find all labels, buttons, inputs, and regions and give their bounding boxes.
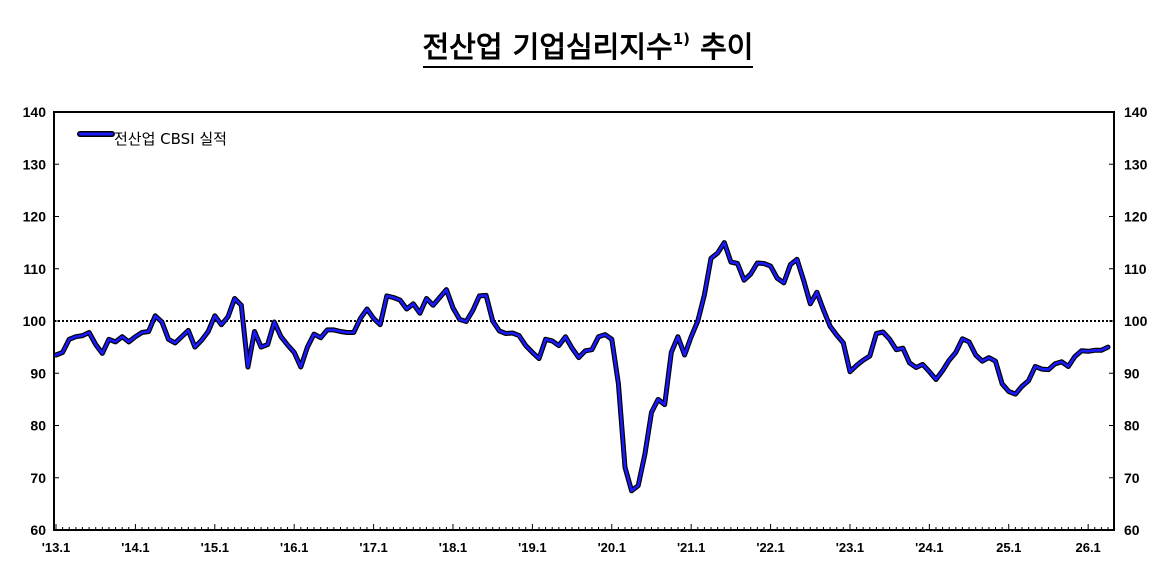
y-tick-label-left: 90 bbox=[30, 365, 46, 381]
y-tick-label-left: 140 bbox=[23, 104, 47, 120]
x-tick-label: '23.1 bbox=[836, 540, 864, 555]
chart-title: 전산업 기업심리지수1) 추이 bbox=[0, 24, 1176, 68]
series-line-cbsi bbox=[54, 241, 1110, 493]
x-tick-label: '24.1 bbox=[915, 540, 943, 555]
y-tick-label-right: 140 bbox=[1124, 104, 1148, 120]
x-tick-label: '14.1 bbox=[121, 540, 149, 555]
x-tick-label: '13.1 bbox=[42, 540, 70, 555]
y-tick-label-right: 110 bbox=[1124, 261, 1147, 277]
x-axis: '13.1 '14.1 '15.1 '16.1 '17.1 '18.1 '19.1 '20.1… bbox=[42, 524, 1109, 555]
y-tick-label-right: 130 bbox=[1124, 156, 1148, 172]
y-axis-left: 60 70 80 90 100 110 120 130 140 bbox=[23, 104, 59, 538]
y-tick-label-left: 100 bbox=[23, 313, 47, 329]
y-tick-label-left: 80 bbox=[30, 418, 46, 434]
x-tick-label: '18.1 bbox=[439, 540, 467, 555]
y-tick-label-right: 120 bbox=[1124, 209, 1148, 225]
x-tick-label: 26.1 bbox=[1075, 540, 1100, 555]
y-axis-right: 60 70 80 90 100 110 120 130 140 bbox=[1109, 104, 1148, 538]
y-tick-label-left: 130 bbox=[23, 156, 47, 172]
y-tick-label-right: 100 bbox=[1124, 313, 1148, 329]
title-footnote-mark: 1) bbox=[672, 30, 691, 49]
series-line-outline bbox=[53, 240, 1111, 494]
y-tick-label-left: 70 bbox=[30, 470, 46, 486]
legend-label: 전산업 CBSI 실적 bbox=[114, 130, 227, 148]
y-tick-label-right: 60 bbox=[1124, 522, 1140, 538]
y-tick-label-left: 60 bbox=[30, 522, 46, 538]
title-main: 전산업 기업심리지수 bbox=[422, 30, 673, 64]
x-tick-label: '19.1 bbox=[518, 540, 546, 555]
x-tick-label: '16.1 bbox=[280, 540, 308, 555]
y-tick-label-right: 90 bbox=[1124, 365, 1140, 381]
series-layer bbox=[53, 240, 1111, 494]
y-tick-label-left: 110 bbox=[23, 261, 46, 277]
x-tick-label: 25.1 bbox=[996, 540, 1021, 555]
legend: 전산업 CBSI 실적 bbox=[77, 130, 227, 148]
y-tick-label-left: 120 bbox=[23, 209, 47, 225]
y-tick-label-right: 80 bbox=[1124, 418, 1140, 434]
x-tick-label: '17.1 bbox=[359, 540, 387, 555]
y-tick-label-right: 70 bbox=[1124, 470, 1140, 486]
x-tick-label: '15.1 bbox=[201, 540, 229, 555]
x-tick-label: '20.1 bbox=[598, 540, 626, 555]
x-tick-label: '21.1 bbox=[677, 540, 705, 555]
chart-title-underlined: 전산업 기업심리지수1) 추이 bbox=[422, 30, 754, 68]
title-tail: 추이 bbox=[690, 30, 754, 64]
x-tick-label: '22.1 bbox=[756, 540, 784, 555]
